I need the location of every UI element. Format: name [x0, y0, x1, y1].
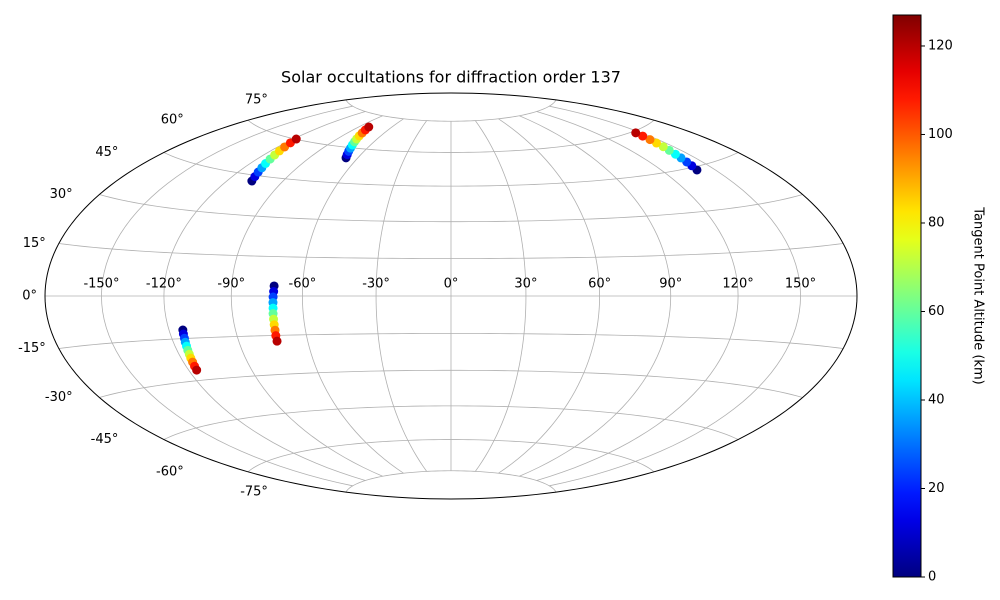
- colorbar-tick-label: 120: [928, 38, 953, 53]
- colorbar-tick-label: 60: [928, 304, 945, 319]
- x-tick-label: -120°: [146, 277, 182, 292]
- y-tick-label: -75°: [240, 485, 268, 500]
- x-tick-label: -30°: [362, 277, 390, 292]
- y-tick-label: 15°: [23, 236, 46, 251]
- y-tick-label: 0°: [22, 289, 37, 304]
- grid-line: [345, 470, 557, 493]
- scatter-point: [272, 336, 282, 346]
- grid-line: [345, 99, 557, 122]
- colorbar-tick-label: 80: [928, 215, 945, 230]
- x-tick-label: 0°: [444, 277, 459, 292]
- grid-line: [99, 194, 803, 223]
- map-boundary: [44, 92, 858, 500]
- scatter-point: [631, 128, 641, 138]
- y-tick-label: 45°: [95, 145, 118, 160]
- colorbar-tick-label: 20: [928, 481, 945, 496]
- grid-line: [163, 152, 739, 187]
- x-tick-label: -60°: [289, 277, 317, 292]
- x-tick-label: 150°: [785, 277, 816, 292]
- x-tick-label: 60°: [588, 277, 611, 292]
- x-tick-label: 30°: [514, 277, 537, 292]
- colorbar-label: Tangent Point Altitude (km): [971, 206, 986, 384]
- chart-title: Solar occultations for diffraction order…: [281, 68, 621, 87]
- grid-line: [58, 243, 844, 259]
- scatter-point: [291, 134, 301, 144]
- scatter-point: [638, 131, 648, 141]
- colorbar-tick-label: 40: [928, 392, 945, 407]
- y-tick-label: 75°: [245, 92, 268, 107]
- scatter-point: [364, 122, 374, 132]
- x-tick-label: 120°: [722, 277, 753, 292]
- grid-line: [99, 369, 803, 398]
- colorbar-tick-label: 100: [928, 127, 953, 142]
- y-tick-label: -60°: [156, 464, 184, 479]
- scatter-point: [192, 365, 202, 375]
- colorbar: [892, 14, 922, 578]
- x-tick-label: 90°: [659, 277, 682, 292]
- y-tick-label: -45°: [91, 432, 119, 447]
- grid-line: [58, 333, 844, 349]
- y-tick-label: 60°: [161, 113, 184, 128]
- y-tick-label: 30°: [50, 187, 73, 202]
- colorbar-tick-label: 0: [928, 570, 936, 585]
- scatter-point: [645, 135, 655, 145]
- scatter-point: [658, 142, 668, 152]
- grid-line: [247, 439, 655, 473]
- x-tick-label: -150°: [83, 277, 119, 292]
- grid-line: [163, 405, 739, 440]
- y-tick-label: -30°: [45, 390, 73, 405]
- y-tick-label: -15°: [18, 341, 46, 356]
- x-tick-label: -90°: [217, 277, 245, 292]
